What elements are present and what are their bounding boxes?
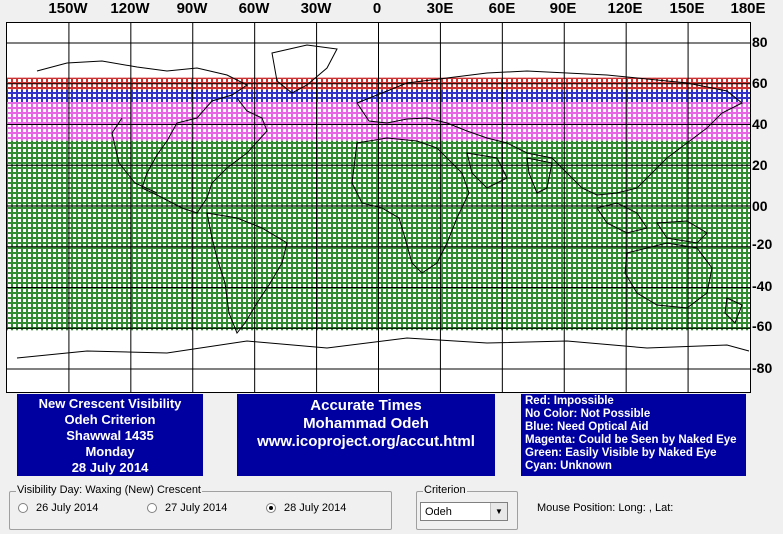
- lon-label: 120E: [607, 0, 643, 17]
- legend-blue: Blue: Need Optical Aid: [525, 421, 649, 433]
- lon-label: 180E: [730, 0, 766, 17]
- world-visibility-map[interactable]: [6, 22, 751, 393]
- radio-selected-icon[interactable]: [266, 503, 276, 513]
- map-canvas: [7, 23, 750, 392]
- lat-label: -40: [752, 278, 773, 294]
- lon-label: 90E: [549, 0, 577, 17]
- radio-28-july[interactable]: 28 July 2014: [266, 502, 346, 514]
- radio-circle-icon[interactable]: [147, 503, 157, 513]
- lon-label: 30W: [300, 0, 332, 17]
- radio-27-july[interactable]: 27 July 2014: [147, 502, 227, 514]
- lon-label: 150E: [669, 0, 705, 17]
- legend-cyan: Cyan: Unknown: [525, 460, 612, 472]
- lat-label: 20: [752, 157, 768, 173]
- legend-magenta: Magenta: Could be Seen by Naked Eye: [525, 434, 737, 446]
- credit-title: Accurate Times: [310, 397, 422, 414]
- legend-no-color: No Color: Not Possible: [525, 408, 651, 420]
- visibility-day-title: Visibility Day: Waxing (New) Crescent: [16, 484, 202, 496]
- criterion-title: Criterion: [423, 484, 467, 496]
- visibility-day-group: Visibility Day: Waxing (New) Crescent 26…: [9, 484, 392, 530]
- credit-author: Mohammad Odeh: [303, 415, 429, 432]
- radio-label: 26 July 2014: [36, 502, 99, 514]
- crescent-info-box: New Crescent Visibility Odeh Criterion S…: [17, 394, 203, 476]
- info-weekday: Monday: [85, 444, 135, 459]
- info-criterion: Odeh Criterion: [64, 412, 156, 427]
- lon-label: 90W: [176, 0, 208, 17]
- lon-label: 60E: [488, 0, 516, 17]
- lat-label: 40: [752, 116, 768, 132]
- lat-label: 60: [752, 75, 768, 91]
- lat-label: -60: [752, 318, 773, 334]
- mouse-position-readout: Mouse Position: Long: , Lat:: [537, 502, 674, 514]
- lat-label: -20: [752, 236, 773, 252]
- dropdown-arrow-icon[interactable]: ▼: [490, 503, 507, 520]
- lat-label: 00: [752, 198, 768, 214]
- criterion-select[interactable]: Odeh ▼: [420, 502, 508, 521]
- lon-label: 150W: [48, 0, 88, 17]
- lat-label: -80: [752, 360, 773, 376]
- color-legend: Red: Impossible No Color: Not Possible B…: [521, 394, 746, 476]
- graticule: [7, 23, 750, 392]
- lon-label: 30E: [426, 0, 454, 17]
- lon-label: 0: [372, 0, 382, 17]
- criterion-value: Odeh: [425, 505, 452, 518]
- lat-label: 80: [752, 34, 768, 50]
- lon-label: 60W: [238, 0, 270, 17]
- radio-circle-icon[interactable]: [18, 503, 28, 513]
- lon-label: 120W: [110, 0, 150, 17]
- credit-box: Accurate Times Mohammad Odeh www.icoproj…: [237, 394, 495, 476]
- radio-label: 28 July 2014: [284, 502, 347, 514]
- radio-label: 27 July 2014: [165, 502, 228, 514]
- info-hijri-month: Shawwal 1435: [66, 428, 154, 443]
- legend-red: Red: Impossible: [525, 395, 614, 407]
- credit-url: www.icoproject.org/accut.html: [257, 433, 475, 450]
- coastlines: [16, 44, 750, 359]
- radio-26-july[interactable]: 26 July 2014: [18, 502, 98, 514]
- info-date: 28 July 2014: [71, 460, 149, 475]
- legend-green: Green: Easily Visible by Naked Eye: [525, 447, 717, 459]
- info-title: New Crescent Visibility: [38, 396, 182, 411]
- criterion-group: Criterion: [416, 484, 518, 530]
